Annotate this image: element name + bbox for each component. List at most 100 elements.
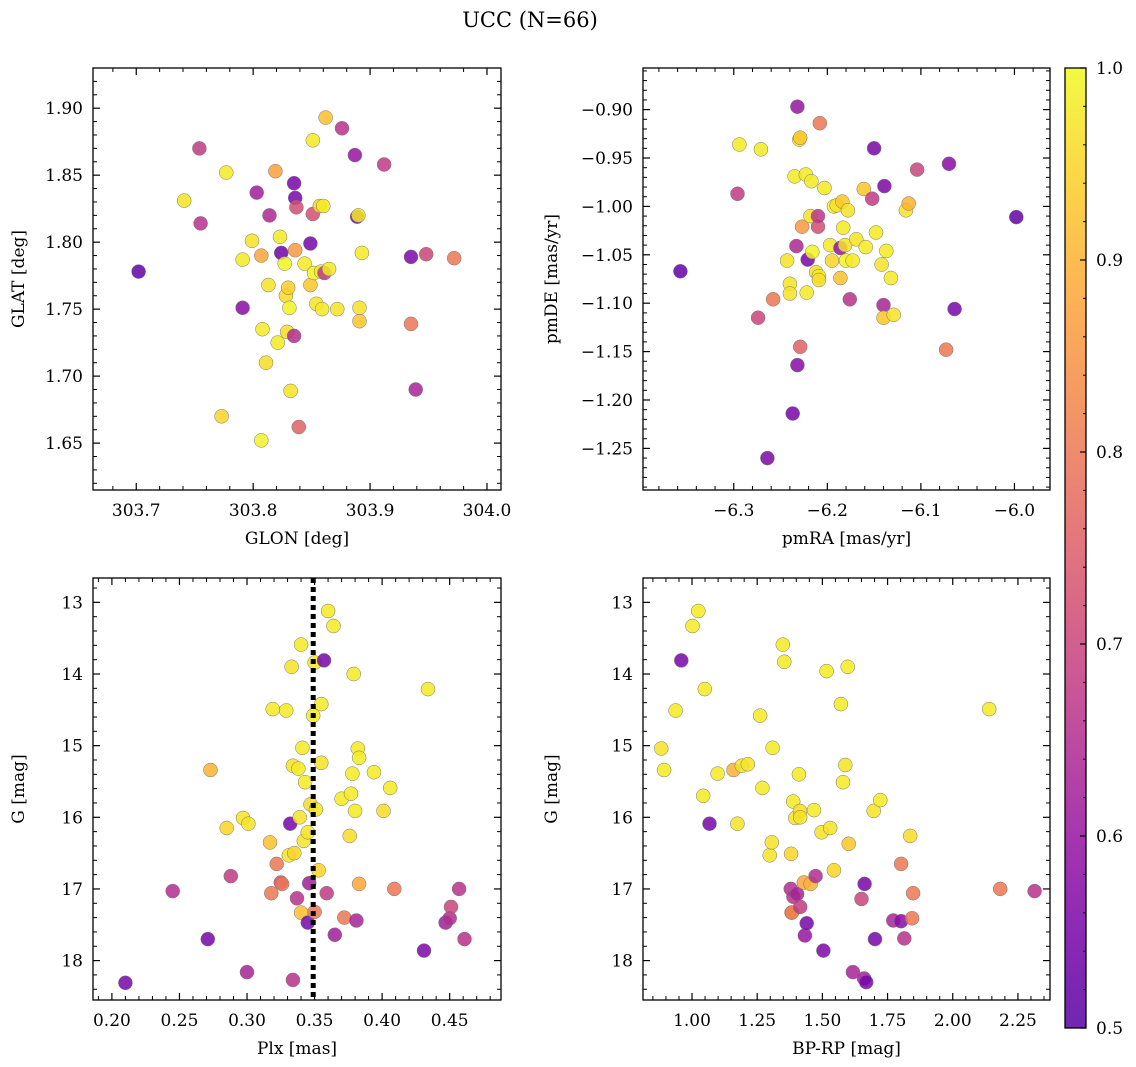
scatter-point (799, 285, 814, 300)
scatter-point (791, 767, 807, 782)
x-tick-label: 0.20 (93, 1011, 131, 1031)
scatter-point (760, 450, 775, 466)
x-tick-label: 303.9 (346, 501, 395, 521)
scatter-point (176, 193, 192, 208)
colorbar-tick-label: 0.5 (1096, 1019, 1123, 1039)
scatter-point (792, 810, 808, 825)
scatter-point (732, 137, 747, 152)
colorbar-gradient (1064, 67, 1087, 1029)
y-tick-label: 18 (611, 952, 633, 972)
scatter-point (790, 99, 805, 114)
y-tick-label: 1.90 (45, 99, 83, 119)
scatter-point (346, 666, 361, 682)
x-tick-label: 1.25 (738, 1011, 776, 1031)
x-tick-label: −6.3 (713, 501, 754, 521)
scatter-point (286, 175, 302, 191)
scatter-point (838, 757, 853, 773)
y-tick-label: 15 (611, 737, 633, 757)
scatter-point (938, 342, 954, 357)
scatter-point (282, 300, 297, 316)
scatter-point (854, 891, 869, 907)
scatter-point (817, 180, 832, 196)
panel-2: −6.3 −6.2 −6.1 −6.0 −1.25 −1.20 −1.15 −1.10 −1.0… (542, 67, 1051, 549)
x-axis-label: pmRA [mas/yr] (782, 529, 911, 549)
scatter-point (305, 133, 321, 148)
scatter-point (241, 816, 256, 831)
scatter-point (118, 975, 133, 991)
y-tick-label: 1.65 (45, 434, 83, 454)
scatter-point (822, 820, 838, 836)
scatter-point (868, 225, 884, 240)
y-tick-label: 13 (611, 593, 633, 613)
scatter-point (883, 270, 899, 286)
scatter-point (858, 974, 874, 990)
scatter-point (268, 163, 283, 179)
scatter-point (845, 964, 861, 980)
scatter-point (239, 964, 255, 980)
scatter-point (685, 618, 700, 634)
colorbar-tick-label: 1.0 (1096, 59, 1123, 79)
scatter-point (789, 238, 804, 254)
scatter-point (695, 788, 711, 804)
scatter-point (656, 762, 672, 778)
scatter-point (330, 301, 345, 317)
x-tick-label: 0.30 (228, 1011, 266, 1031)
scatter-point (697, 681, 713, 697)
scatter-point (287, 845, 302, 861)
scatter-point (418, 246, 434, 262)
y-tick-label: 14 (61, 665, 83, 685)
x-tick-label: 303.8 (229, 501, 278, 521)
scatter-point (262, 208, 277, 223)
scatter-point (841, 836, 856, 852)
scatter-point (254, 248, 269, 263)
scatter-point (289, 200, 304, 215)
x-tick-label: 0.45 (431, 1011, 469, 1031)
scatter-point (203, 762, 218, 778)
scatter-point (286, 328, 302, 344)
scatter-point (249, 185, 264, 200)
scatter-point (755, 780, 770, 796)
x-tick-label: −6.2 (807, 501, 848, 521)
scatter-point (314, 755, 329, 771)
scatter-point (790, 357, 805, 373)
colorbar-tick-label: 0.7 (1096, 635, 1123, 655)
scatter-point (255, 321, 270, 337)
y-tick-label: 13 (61, 593, 83, 613)
scatter-point (352, 313, 367, 329)
scatter-point (446, 250, 462, 266)
scatter-point (318, 110, 333, 125)
scatter-point (857, 876, 872, 892)
panel-4: 1.00 1.25 1.50 1.75 2.00 2.25 13 14 15 16 17 18 BP-R… (542, 577, 1051, 1059)
y-tick-label: −1.20 (581, 391, 633, 411)
x-tick-label: 304.0 (463, 501, 512, 521)
y-tick-label: −1.25 (581, 439, 633, 459)
scatter-point (193, 216, 208, 231)
scatter-point (293, 637, 309, 652)
scatter-point (806, 802, 822, 818)
scatter-point (909, 162, 925, 177)
y-tick-label: −1.15 (581, 343, 633, 363)
y-axis-label: G [mag] (9, 754, 29, 823)
scatter-point (283, 383, 298, 399)
x-tick-label: 2.25 (999, 1011, 1037, 1031)
scatter-point (349, 913, 364, 928)
scatter-point (219, 165, 234, 180)
scatter-point (351, 750, 367, 766)
colorbar-tick-label: 0.9 (1096, 251, 1123, 271)
scatter-point (792, 899, 808, 915)
scatter-point (269, 856, 284, 872)
scatter-point (785, 406, 800, 421)
scatter-point (819, 663, 834, 679)
scatter-point (792, 339, 808, 355)
scatter-point (352, 300, 367, 316)
scatter-point (873, 792, 888, 808)
scatter-point (856, 181, 872, 197)
scatter-point (782, 286, 798, 301)
colorbar-tick-label: 0.8 (1096, 443, 1123, 463)
scatter-point (794, 219, 810, 234)
scatter-point (366, 764, 382, 780)
y-tick-label: −0.90 (581, 101, 633, 121)
scatter-points (654, 603, 1042, 990)
scatter-point (270, 335, 285, 350)
scatter-point (752, 708, 768, 723)
